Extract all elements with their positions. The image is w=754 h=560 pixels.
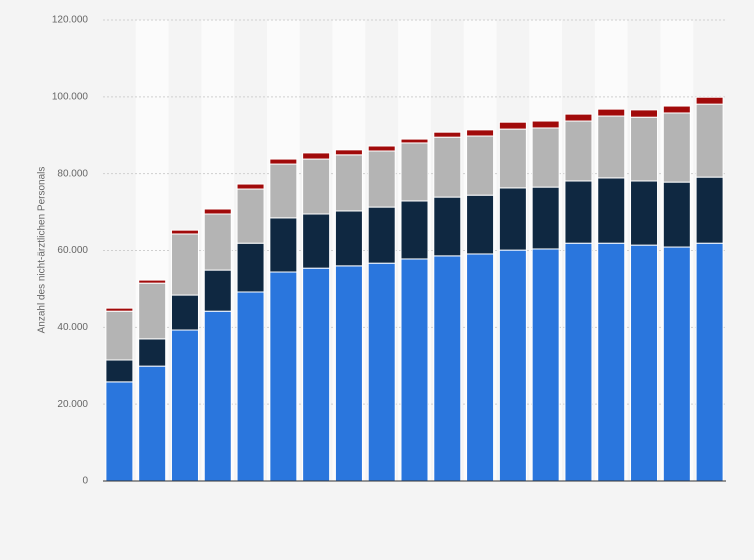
bar-segment	[433, 131, 462, 138]
bar-segment	[105, 359, 134, 383]
bar-segment	[564, 180, 593, 244]
bar-segment	[695, 96, 724, 105]
bar-segment	[531, 127, 560, 188]
bar-segment	[400, 200, 429, 260]
y-tick-label: 80.000	[57, 168, 88, 179]
bar-segment	[203, 310, 232, 482]
bar-segment	[236, 291, 265, 482]
bar-segment	[433, 136, 462, 198]
bar-segment	[564, 120, 593, 182]
bar-segment	[302, 158, 331, 215]
bar-segment	[400, 138, 429, 144]
bar-segment	[236, 242, 265, 293]
bar-segment	[466, 253, 495, 482]
bar-segment	[203, 213, 232, 271]
bar-segment	[597, 242, 626, 482]
bar-segment	[334, 210, 363, 267]
bar-segment	[498, 187, 527, 251]
bar-segment	[302, 152, 331, 160]
bar-segment	[597, 115, 626, 179]
bar-segment	[433, 255, 462, 482]
bar-segment	[466, 129, 495, 137]
bar-segment	[302, 267, 331, 482]
bar-segment	[203, 208, 232, 215]
bar-segment	[269, 271, 298, 482]
bar-segment	[170, 329, 199, 482]
bar-segment	[138, 365, 167, 482]
bar-segment	[630, 180, 659, 246]
bar-segment	[630, 244, 659, 482]
bar-segment	[334, 154, 363, 212]
bar-segment	[236, 183, 265, 190]
bar-segment	[630, 116, 659, 182]
bar-segment	[170, 294, 199, 331]
bar-segment	[105, 381, 134, 482]
bar-segment	[236, 188, 265, 244]
bar-segment	[170, 229, 199, 235]
bar-segment	[466, 135, 495, 196]
bar-segment	[662, 112, 691, 183]
bar-segment	[203, 269, 232, 312]
bar-segment	[564, 113, 593, 122]
bar-segment	[138, 338, 167, 367]
bar-segment	[531, 186, 560, 250]
bar-segment	[138, 279, 167, 284]
y-tick-label: 120.000	[52, 15, 89, 26]
y-tick-label: 40.000	[57, 322, 88, 333]
y-tick-label: 20.000	[57, 399, 88, 410]
bar-segment	[433, 196, 462, 257]
bar-segment	[367, 145, 396, 152]
bar-segment	[105, 307, 134, 312]
bar-segment	[597, 108, 626, 117]
bar-segment	[662, 246, 691, 482]
bar-segment	[498, 249, 527, 482]
bar-segment	[269, 217, 298, 273]
bar-segment	[531, 120, 560, 129]
bar-segment	[662, 105, 691, 114]
bar-segment	[367, 206, 396, 264]
bar-segment	[334, 265, 363, 482]
bar-segment	[498, 121, 527, 130]
bar-segment	[138, 282, 167, 340]
y-axis-label: Anzahl des nicht-ärztlichen Personals	[37, 167, 48, 334]
bar-segment	[695, 242, 724, 482]
bar-segment	[400, 142, 429, 202]
bar-segment	[695, 176, 724, 244]
bar-segment	[466, 194, 495, 255]
bar-segment	[630, 109, 659, 118]
bar-segment	[170, 233, 199, 296]
bar-segment	[564, 242, 593, 482]
bar-segment	[105, 310, 134, 361]
bar-segment	[302, 213, 331, 269]
bar-segment	[367, 150, 396, 208]
y-tick-label: 0	[82, 476, 88, 487]
bar-segment	[597, 177, 626, 244]
y-tick-label: 60.000	[57, 245, 88, 256]
bar-segment	[367, 262, 396, 482]
bar-segment	[695, 103, 724, 178]
bar-segment	[334, 149, 363, 156]
bar-segment	[400, 258, 429, 482]
bar-segment	[662, 181, 691, 248]
bar-segment	[498, 128, 527, 189]
bar-segment	[531, 248, 560, 482]
bar-segment	[269, 158, 298, 165]
y-tick-label: 100.000	[52, 91, 89, 102]
bar-segment	[269, 163, 298, 219]
